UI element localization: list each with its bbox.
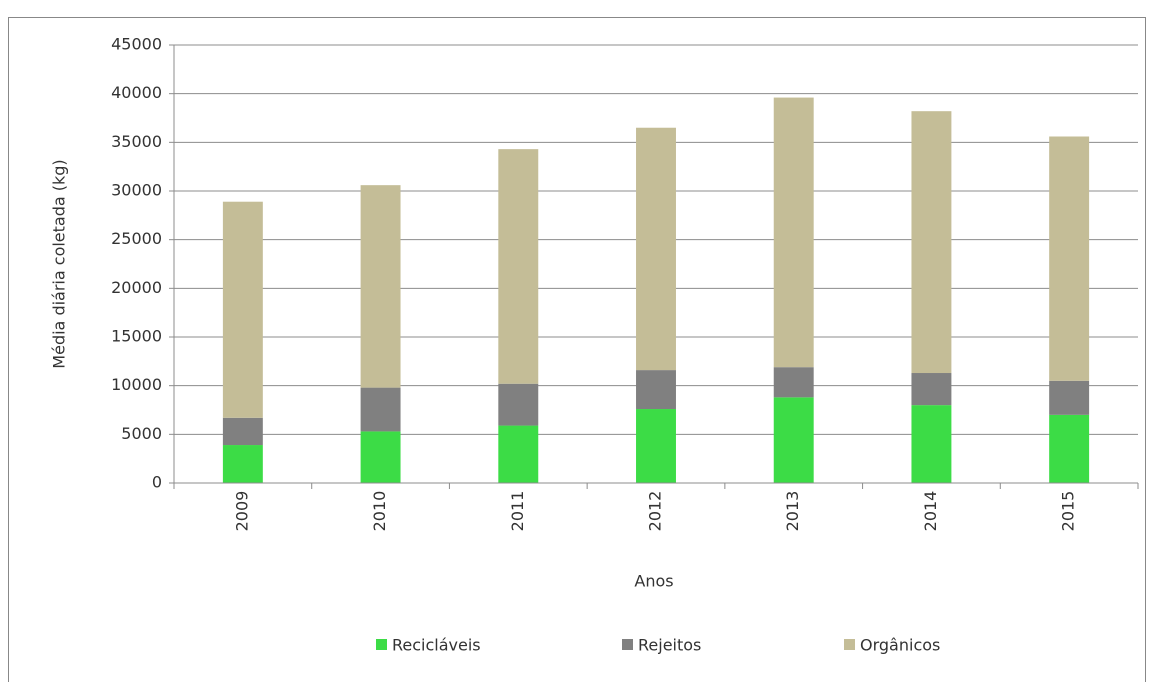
y-tick-label: 30000: [111, 181, 162, 200]
bar-segment: [1049, 414, 1090, 483]
legend-label: Rejeitos: [638, 636, 701, 655]
bar-segment: [360, 185, 401, 388]
x-tick-label: 2011: [508, 491, 527, 532]
legend-swatch: [844, 639, 855, 650]
y-tick-label: 0: [152, 473, 162, 492]
y-tick-label: 35000: [111, 132, 162, 151]
y-axis-title: Média diária coletada (kg): [50, 159, 69, 368]
y-tick-label: 20000: [111, 278, 162, 297]
x-tick-label: 2010: [370, 491, 389, 532]
bar-segment: [1049, 380, 1090, 415]
y-tick-label: 25000: [111, 229, 162, 248]
legend-swatch: [622, 639, 633, 650]
bar-segment: [222, 201, 263, 418]
bar-segment: [911, 373, 952, 406]
legend-label: Orgânicos: [860, 636, 940, 655]
chart-frame: [8, 17, 1146, 682]
y-tick-label: 15000: [111, 327, 162, 346]
x-tick-label: 2014: [921, 491, 940, 532]
bar-segment: [773, 397, 814, 483]
bar-segment: [911, 111, 952, 374]
x-tick-label: 2009: [232, 491, 251, 532]
legend-label: Recicláveis: [392, 636, 481, 655]
y-tick-label: 45000: [111, 35, 162, 54]
bar-segment: [911, 405, 952, 483]
bar-segment: [636, 409, 676, 483]
x-tick-label: 2015: [1059, 491, 1078, 532]
bar-segment: [636, 127, 676, 371]
bar-segment: [360, 387, 401, 432]
x-tick-label: 2013: [783, 491, 802, 532]
bar-segment: [498, 425, 539, 483]
bar-segment: [773, 97, 814, 368]
x-axis-title: Anos: [634, 572, 673, 591]
bar-segment: [1049, 136, 1090, 381]
y-tick-label: 40000: [111, 83, 162, 102]
bar-segment: [773, 367, 814, 398]
bar-segment: [636, 370, 676, 410]
bar-segment: [222, 445, 263, 483]
x-tick-label: 2012: [646, 491, 665, 532]
bar-segment: [222, 417, 263, 446]
y-tick-label: 10000: [111, 375, 162, 394]
bar-segment: [498, 149, 539, 384]
bar-segment: [498, 383, 539, 426]
bar-segment: [360, 431, 401, 483]
y-tick-label: 5000: [121, 424, 162, 443]
legend-swatch: [376, 639, 387, 650]
